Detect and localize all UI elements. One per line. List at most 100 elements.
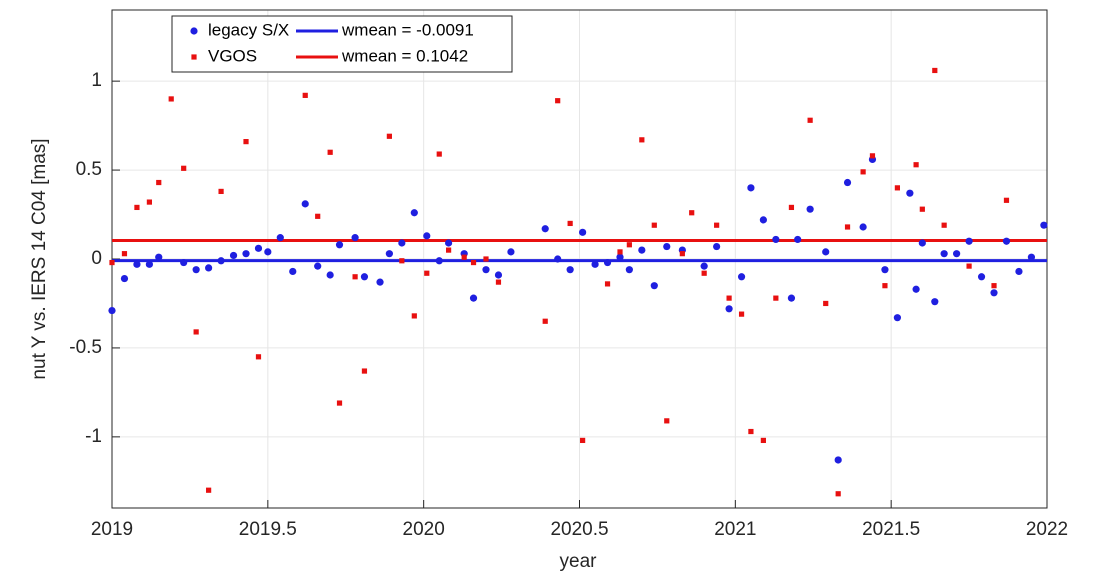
data-point xyxy=(679,251,685,257)
data-point xyxy=(242,250,250,258)
data-point xyxy=(193,329,199,335)
data-point xyxy=(336,400,343,406)
data-point xyxy=(134,204,140,211)
data-point xyxy=(446,247,452,253)
data-point xyxy=(301,200,309,208)
data-point xyxy=(748,428,754,435)
data-point xyxy=(881,266,889,274)
data-point xyxy=(894,185,900,191)
data-point xyxy=(423,232,431,240)
data-point xyxy=(554,255,562,263)
data-point xyxy=(806,205,814,213)
data-point xyxy=(1040,221,1048,229)
data-point xyxy=(726,295,732,301)
data-point xyxy=(155,253,163,261)
data-point xyxy=(931,298,939,306)
data-point xyxy=(255,354,262,360)
x-tick-label: 2021.5 xyxy=(862,519,920,540)
data-point xyxy=(893,314,902,322)
data-point xyxy=(625,266,633,274)
data-point xyxy=(918,239,926,247)
data-point xyxy=(133,260,141,268)
data-point xyxy=(1003,197,1010,203)
data-point xyxy=(567,220,573,227)
data-point xyxy=(192,266,200,274)
data-point xyxy=(542,318,548,324)
y-tick-label: -1 xyxy=(85,426,102,447)
data-point xyxy=(254,244,263,252)
data-point xyxy=(352,274,358,280)
data-point xyxy=(603,258,612,267)
data-point xyxy=(470,259,477,266)
data-point xyxy=(626,242,632,248)
data-point xyxy=(807,117,813,123)
data-point xyxy=(788,204,795,211)
data-point xyxy=(725,305,733,313)
data-point xyxy=(882,283,888,289)
x-tick-label: 2020.5 xyxy=(550,519,608,540)
data-point xyxy=(759,216,767,224)
data-point xyxy=(1027,253,1036,261)
axes-box xyxy=(111,9,1048,509)
data-point xyxy=(435,257,443,265)
data-point xyxy=(591,260,599,268)
legend-label: VGOS xyxy=(208,46,257,65)
data-point xyxy=(243,139,249,145)
data-point xyxy=(638,246,646,254)
data-point xyxy=(747,184,755,192)
data-point xyxy=(229,251,238,260)
data-point xyxy=(580,437,586,444)
data-point xyxy=(495,279,502,285)
data-point xyxy=(385,250,393,258)
legend-box xyxy=(171,15,513,73)
data-point xyxy=(424,270,430,276)
data-point xyxy=(168,96,174,102)
legend-marker xyxy=(190,27,198,35)
data-point xyxy=(617,249,623,255)
data-point xyxy=(156,179,162,186)
data-point xyxy=(206,487,212,493)
legend-label: wmean = -0.0091 xyxy=(341,20,474,39)
data-point xyxy=(314,262,322,270)
data-point xyxy=(121,251,128,257)
data-point xyxy=(181,165,187,171)
data-point xyxy=(218,188,224,195)
data-point xyxy=(664,418,670,424)
data-point xyxy=(445,239,453,247)
data-point xyxy=(361,368,368,374)
data-point xyxy=(823,300,829,307)
data-point xyxy=(689,210,695,216)
data-point xyxy=(906,189,914,197)
y-tick-label: 0.5 xyxy=(76,159,102,180)
data-point xyxy=(217,257,225,265)
data-point xyxy=(760,437,766,444)
data-point xyxy=(146,199,152,205)
data-point xyxy=(264,248,272,256)
legend-marker xyxy=(191,54,197,60)
data-point xyxy=(977,273,986,281)
data-point xyxy=(953,250,961,258)
data-point xyxy=(737,273,746,281)
data-point xyxy=(315,213,321,219)
data-point xyxy=(835,491,841,497)
data-point xyxy=(386,133,392,139)
data-point xyxy=(469,294,478,302)
x-tick-label: 2019.5 xyxy=(239,519,297,540)
data-point xyxy=(787,294,796,302)
data-point xyxy=(966,263,972,269)
data-point xyxy=(180,258,188,267)
x-tick-label: 2021 xyxy=(714,519,756,540)
data-point xyxy=(483,256,489,262)
data-point xyxy=(351,234,359,242)
data-point xyxy=(650,282,658,290)
data-point xyxy=(991,283,997,289)
data-point xyxy=(616,253,624,261)
data-point xyxy=(579,228,587,236)
data-point xyxy=(276,234,284,242)
data-point xyxy=(326,271,334,279)
data-point xyxy=(109,259,115,266)
data-point xyxy=(120,274,129,283)
data-point xyxy=(205,264,213,272)
data-point xyxy=(639,137,645,143)
